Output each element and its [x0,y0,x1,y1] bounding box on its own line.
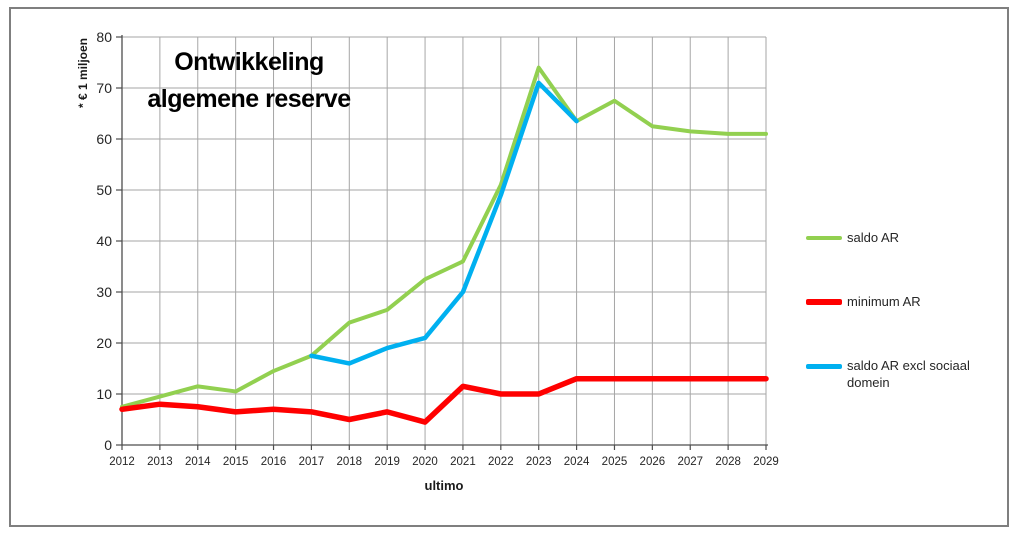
legend-label-minimum-ar: minimum AR [847,294,921,309]
x-tick-label: 2014 [185,456,211,468]
x-tick-label: 2012 [109,456,135,468]
legend-marker-saldo-ar [806,236,842,240]
x-tick-label: 2028 [715,456,741,468]
y-tick-label: 10 [96,386,112,402]
legend-item-saldo-ar-excl-sociaal-domein: saldo AR excl sociaal domein [806,357,987,391]
y-tick-label: 60 [96,131,112,147]
x-tick-label: 2020 [412,456,438,468]
x-tick-label: 2015 [223,456,249,468]
x-tick-label: 2025 [602,456,628,468]
y-tick-label: 30 [96,284,112,300]
legend-label-saldo-ar-excl-sociaal-domein: saldo AR excl sociaal domein [847,358,970,390]
y-tick-label: 50 [96,182,112,198]
series-line-saldo-ar-excl-sociaal-domein [309,80,579,366]
legend-label-saldo-ar: saldo AR [847,230,900,245]
chart-title-line2: algemene reserve [147,85,351,113]
x-tick-label: 2019 [374,456,400,468]
x-tick-label: 2023 [526,456,552,468]
y-tick-label: 0 [104,437,112,453]
y-tick-label: 70 [96,80,112,96]
x-tick-label: 2017 [299,456,325,468]
chart-title: Ontwikkeling algemene reserve [133,44,365,118]
x-tick-label: 2029 [753,456,779,468]
x-tick-label: 2026 [640,456,666,468]
x-tick-label: 2021 [450,456,476,468]
y-tick-label: 40 [96,233,112,249]
legend-marker-minimum-ar [806,299,842,305]
x-tick-label: 2018 [336,456,362,468]
legend-marker-saldo-ar-excl-sociaal-domein [806,364,842,369]
legend-item-saldo-ar: saldo AR [806,229,899,246]
y-tick-label: 20 [96,335,112,351]
chart-frame [9,7,1009,527]
x-axis-title: ultimo [424,478,464,493]
chart-title-line1: Ontwikkeling [174,48,324,76]
y-axis-title: * € 1 miljoen [76,37,90,109]
x-tick-label: 2016 [261,456,287,468]
x-tick-label: 2027 [677,456,703,468]
y-tick-label: 80 [96,29,112,45]
x-tick-label: 2024 [564,456,590,468]
series-line-saldo-ar [120,65,768,409]
series-line-minimum-ar [119,375,769,425]
x-tick-label: 2013 [147,456,173,468]
legend-item-minimum-ar: minimum AR [806,293,921,310]
x-tick-label: 2022 [488,456,514,468]
